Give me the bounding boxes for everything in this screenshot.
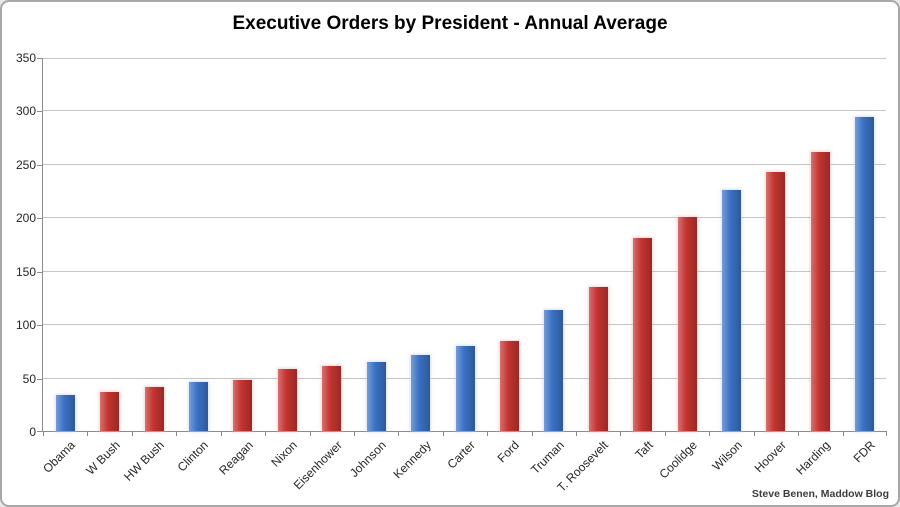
y-tick-350 bbox=[37, 58, 43, 59]
gridline-350 bbox=[43, 58, 886, 59]
y-axis-labels: 0 50 100 150 200 250 300 350 bbox=[2, 51, 36, 439]
x-tick-18 bbox=[843, 431, 844, 436]
bar-t-roosevelt bbox=[589, 287, 608, 431]
bar-nixon bbox=[278, 369, 297, 431]
y-tick-300 bbox=[37, 111, 43, 112]
x-tick-5 bbox=[265, 431, 266, 436]
x-tick-17 bbox=[798, 431, 799, 436]
y-axis-label-50: 50 bbox=[22, 372, 36, 386]
x-tick-12 bbox=[576, 431, 577, 436]
x-tick-11 bbox=[532, 431, 533, 436]
bar-obama bbox=[56, 395, 75, 431]
y-tick-0 bbox=[37, 431, 43, 432]
bar-hw-bush bbox=[145, 387, 164, 431]
bar-wilson bbox=[722, 190, 741, 431]
x-tick-15 bbox=[709, 431, 710, 436]
gridline-100 bbox=[43, 324, 886, 325]
x-tick-7 bbox=[354, 431, 355, 436]
y-axis-label-200: 200 bbox=[15, 211, 36, 225]
gridline-250 bbox=[43, 164, 886, 165]
gridline-200 bbox=[43, 217, 886, 218]
bar-harding bbox=[811, 152, 830, 431]
x-tick-2 bbox=[132, 431, 133, 436]
x-tick-16 bbox=[754, 431, 755, 436]
x-tick-14 bbox=[665, 431, 666, 436]
y-axis-label-250: 250 bbox=[15, 158, 36, 172]
bar-johnson bbox=[367, 362, 386, 431]
bar-w-bush bbox=[100, 392, 119, 431]
y-tick-100 bbox=[37, 325, 43, 326]
y-tick-150 bbox=[37, 272, 43, 273]
x-tick-3 bbox=[176, 431, 177, 436]
y-axis-label-350: 350 bbox=[15, 51, 36, 65]
y-tick-250 bbox=[37, 165, 43, 166]
y-axis-label-300: 300 bbox=[15, 104, 36, 118]
bar-taft bbox=[633, 238, 652, 431]
x-tick-19 bbox=[886, 431, 887, 436]
bar-hoover bbox=[766, 172, 785, 431]
x-tick-10 bbox=[487, 431, 488, 436]
gridline-300 bbox=[43, 110, 886, 111]
bar-truman bbox=[544, 310, 563, 431]
gridline-150 bbox=[43, 271, 886, 272]
source-credit: Steve Benen, Maddow Blog bbox=[751, 488, 889, 500]
bar-kennedy bbox=[411, 355, 430, 431]
x-tick-13 bbox=[620, 431, 621, 436]
bar-ford bbox=[500, 341, 519, 431]
x-tick-1 bbox=[87, 431, 88, 436]
x-tick-6 bbox=[310, 431, 311, 436]
y-axis-label-100: 100 bbox=[15, 318, 36, 332]
bar-coolidge bbox=[678, 217, 697, 431]
plot-area bbox=[37, 58, 887, 436]
y-axis-label-0: 0 bbox=[29, 425, 36, 439]
bar-clinton bbox=[189, 382, 208, 431]
x-tick-8 bbox=[398, 431, 399, 436]
bar-reagan bbox=[233, 380, 252, 431]
chart-title: Executive Orders by President - Annual A… bbox=[232, 13, 668, 34]
y-tick-50 bbox=[37, 379, 43, 380]
y-axis-label-150: 150 bbox=[15, 265, 36, 279]
x-tick-9 bbox=[443, 431, 444, 436]
x-tick-4 bbox=[221, 431, 222, 436]
y-tick-200 bbox=[37, 218, 43, 219]
bar-eisenhower bbox=[322, 366, 341, 431]
bar-fdr bbox=[855, 117, 874, 431]
x-tick-0 bbox=[43, 431, 44, 436]
bar-carter bbox=[456, 346, 475, 431]
